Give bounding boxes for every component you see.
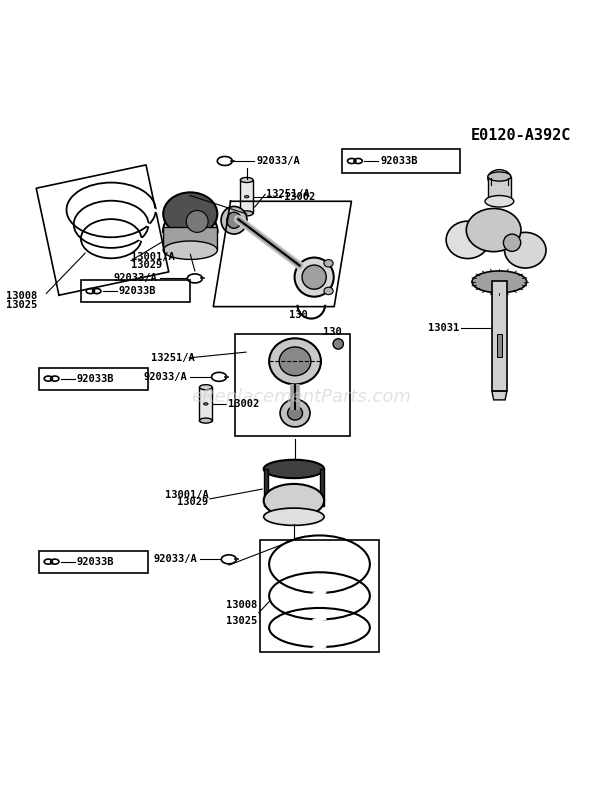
Ellipse shape [324,260,333,267]
Ellipse shape [324,287,333,295]
Bar [240,180,253,214]
Ellipse shape [488,172,511,181]
Text: 92033/A: 92033/A [143,372,188,382]
Text: 13031: 13031 [428,323,459,333]
Text: 130: 130 [289,310,308,320]
Ellipse shape [199,418,212,423]
Ellipse shape [446,222,489,259]
Ellipse shape [302,265,326,289]
Bar [163,227,217,250]
Text: eReplacementParts.com: eReplacementParts.com [191,388,411,406]
Ellipse shape [221,206,247,234]
Text: 13251/A: 13251/A [266,190,310,199]
Ellipse shape [240,177,253,183]
Ellipse shape [264,484,324,518]
Ellipse shape [503,234,521,252]
Text: 13029: 13029 [131,260,162,270]
Bar [497,333,502,357]
Ellipse shape [294,257,334,297]
Bar [199,387,212,421]
Ellipse shape [244,195,249,198]
Bar [81,280,190,302]
Ellipse shape [199,384,212,390]
Ellipse shape [287,407,303,420]
Text: 13029: 13029 [178,497,209,507]
Text: E0120-A392C: E0120-A392C [471,128,571,143]
Text: 13002: 13002 [284,191,315,202]
Bar [342,149,460,172]
Bar [264,469,268,507]
Text: 92033B: 92033B [380,156,418,166]
Text: 92033/A: 92033/A [257,156,300,166]
Text: 13001/A: 13001/A [165,490,209,500]
Text: 92033B: 92033B [77,374,114,384]
Text: 13008: 13008 [227,599,258,610]
Ellipse shape [227,212,241,229]
Ellipse shape [204,403,208,405]
Text: 92033B: 92033B [77,557,114,567]
Text: 13001/A: 13001/A [131,252,175,262]
Ellipse shape [264,460,324,478]
Polygon shape [492,391,507,400]
Ellipse shape [333,339,343,349]
Text: 13002: 13002 [228,399,259,409]
Text: 13025: 13025 [227,615,258,626]
Bar [492,281,507,391]
Ellipse shape [163,241,217,260]
Text: 13025: 13025 [6,300,38,310]
Ellipse shape [279,347,311,376]
Text: 13251/A: 13251/A [151,353,195,363]
Bar [488,176,511,198]
Bar [39,551,148,572]
Text: 92033B: 92033B [119,286,156,296]
Text: 130: 130 [323,327,342,337]
Text: 92033/A: 92033/A [153,554,197,565]
Ellipse shape [485,195,514,207]
Bar [235,333,350,436]
Text: 13008: 13008 [6,291,38,301]
Bar [39,368,148,390]
Ellipse shape [269,338,321,384]
Ellipse shape [280,399,310,427]
Ellipse shape [163,192,217,236]
Ellipse shape [472,271,527,293]
Ellipse shape [466,209,521,252]
Bar [320,469,324,507]
Ellipse shape [504,233,546,268]
Ellipse shape [240,211,253,216]
Ellipse shape [186,210,208,233]
Ellipse shape [264,508,324,526]
Ellipse shape [488,170,511,187]
Bar [261,540,379,652]
Text: 92033/A: 92033/A [114,273,158,283]
